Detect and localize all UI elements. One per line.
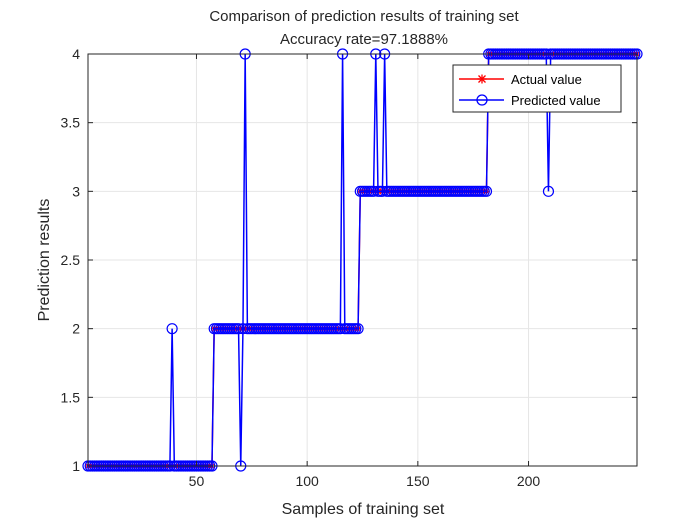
y-tick-label: 3 (72, 183, 80, 199)
predicted-value-point (232, 323, 245, 335)
chart-title: Comparison of prediction results of trai… (209, 8, 519, 25)
legend: Actual value Predicted value (452, 64, 622, 113)
y-tick-label: 1 (72, 458, 80, 474)
predicted-value-point (367, 185, 380, 197)
predicted-value-point (334, 323, 346, 335)
y-tick-label: 1.5 (61, 389, 81, 405)
legend-predicted-marker (476, 94, 488, 106)
y-tick-label: 3.5 (61, 115, 81, 131)
x-tick-label: 50 (189, 473, 205, 489)
legend-actual-label: Actual value (511, 72, 582, 87)
chart-subtitle: Accuracy rate=97.1888% (280, 31, 448, 48)
x-tick-label: 150 (406, 473, 430, 489)
y-tick-label: 2 (72, 321, 80, 337)
x-axis-ticks: 50 100 150 200 (189, 54, 541, 489)
y-axis-ticks: 1 1.5 2 2.5 3 3.5 4 (61, 46, 637, 474)
y-tick-label: 4 (72, 46, 80, 62)
predicted-value-point (237, 323, 249, 335)
predicted-value-point (542, 185, 555, 197)
predicted-value-point (166, 323, 178, 335)
y-tick-label: 2.5 (61, 252, 81, 268)
legend-predicted-label: Predicted value (511, 93, 601, 108)
legend-actual-marker (477, 74, 487, 84)
predicted-value-point (376, 185, 389, 197)
y-axis-label: Prediction results (36, 199, 53, 322)
x-tick-label: 100 (295, 473, 319, 489)
predicted-value-point (480, 185, 493, 197)
predicted-value-point (352, 323, 364, 335)
x-axis-label: Samples of training set (282, 501, 445, 518)
legend-box (452, 64, 622, 113)
x-tick-label: 200 (517, 473, 541, 489)
